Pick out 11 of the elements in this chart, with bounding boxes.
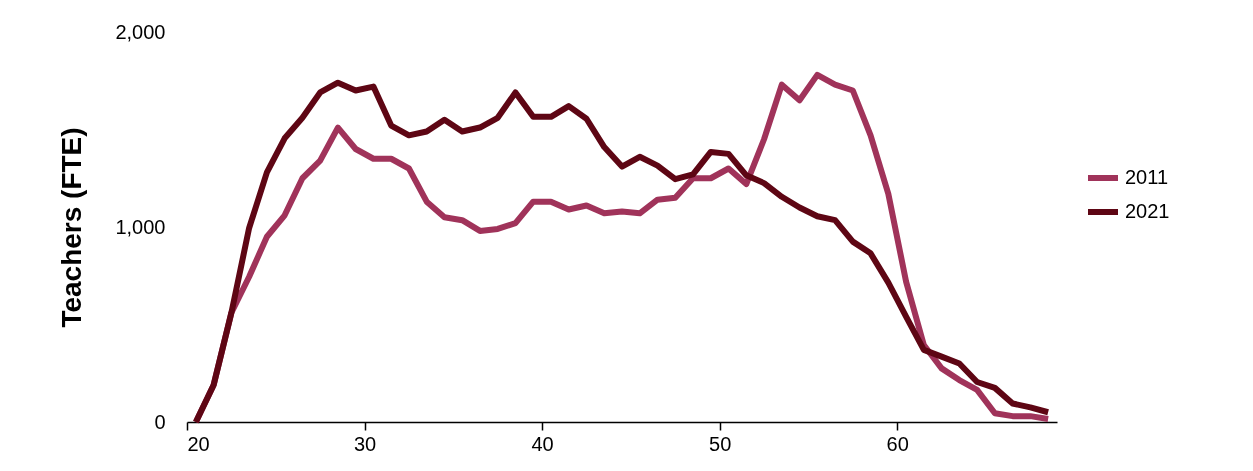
x-tick-label: 60 — [886, 432, 909, 455]
x-tick-label: 50 — [709, 432, 732, 455]
x-tick-label: 30 — [353, 432, 377, 455]
legend-label: 2011 — [1125, 166, 1169, 188]
y-axis-title: Teachers (FTE) — [56, 127, 88, 328]
x-tick-label: 20 — [187, 432, 210, 455]
y-tick-label: 1,000 — [115, 215, 166, 238]
x-tick-label: 40 — [531, 432, 554, 455]
legend-label: 2021 — [1125, 200, 1170, 222]
y-tick-label: 0 — [154, 410, 166, 433]
y-tick-label: 2,000 — [115, 20, 166, 43]
